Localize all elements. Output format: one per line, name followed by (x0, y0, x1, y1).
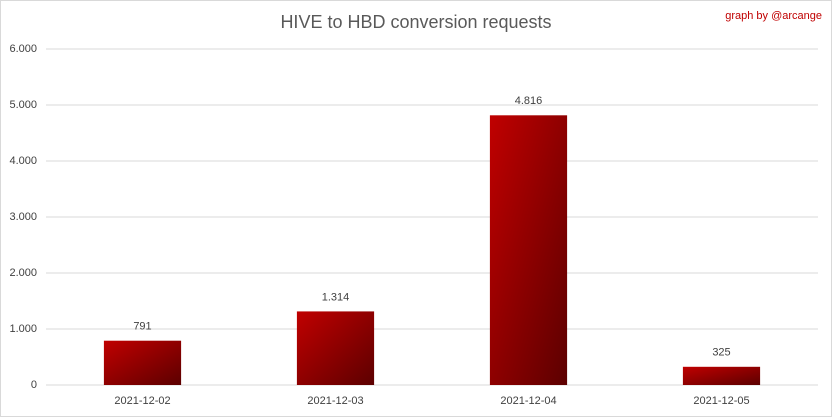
value-label: 1.314 (322, 291, 350, 303)
y-tick-label: 4.000 (9, 155, 37, 167)
x-tick-label: 2021-12-03 (307, 395, 363, 407)
value-label: 325 (712, 347, 730, 359)
annotation: graph by @arcange (725, 10, 822, 22)
x-tick-label: 2021-12-02 (114, 395, 170, 407)
y-tick-label: 0 (31, 379, 37, 391)
y-tick-label: 2.000 (9, 267, 37, 279)
chart-title: HIVE to HBD conversion requests (280, 12, 551, 32)
value-label: 4.816 (515, 95, 543, 107)
bar (489, 115, 568, 385)
y-tick-label: 5.000 (9, 99, 37, 111)
bar (296, 311, 375, 385)
x-tick-label: 2021-12-05 (693, 395, 749, 407)
y-tick-label: 3.000 (9, 211, 37, 223)
bar (103, 340, 182, 385)
value-label: 791 (133, 321, 151, 333)
y-tick-label: 6.000 (9, 43, 37, 55)
y-tick-label: 1.000 (9, 323, 37, 335)
bar (682, 366, 761, 385)
x-tick-label: 2021-12-04 (500, 395, 556, 407)
